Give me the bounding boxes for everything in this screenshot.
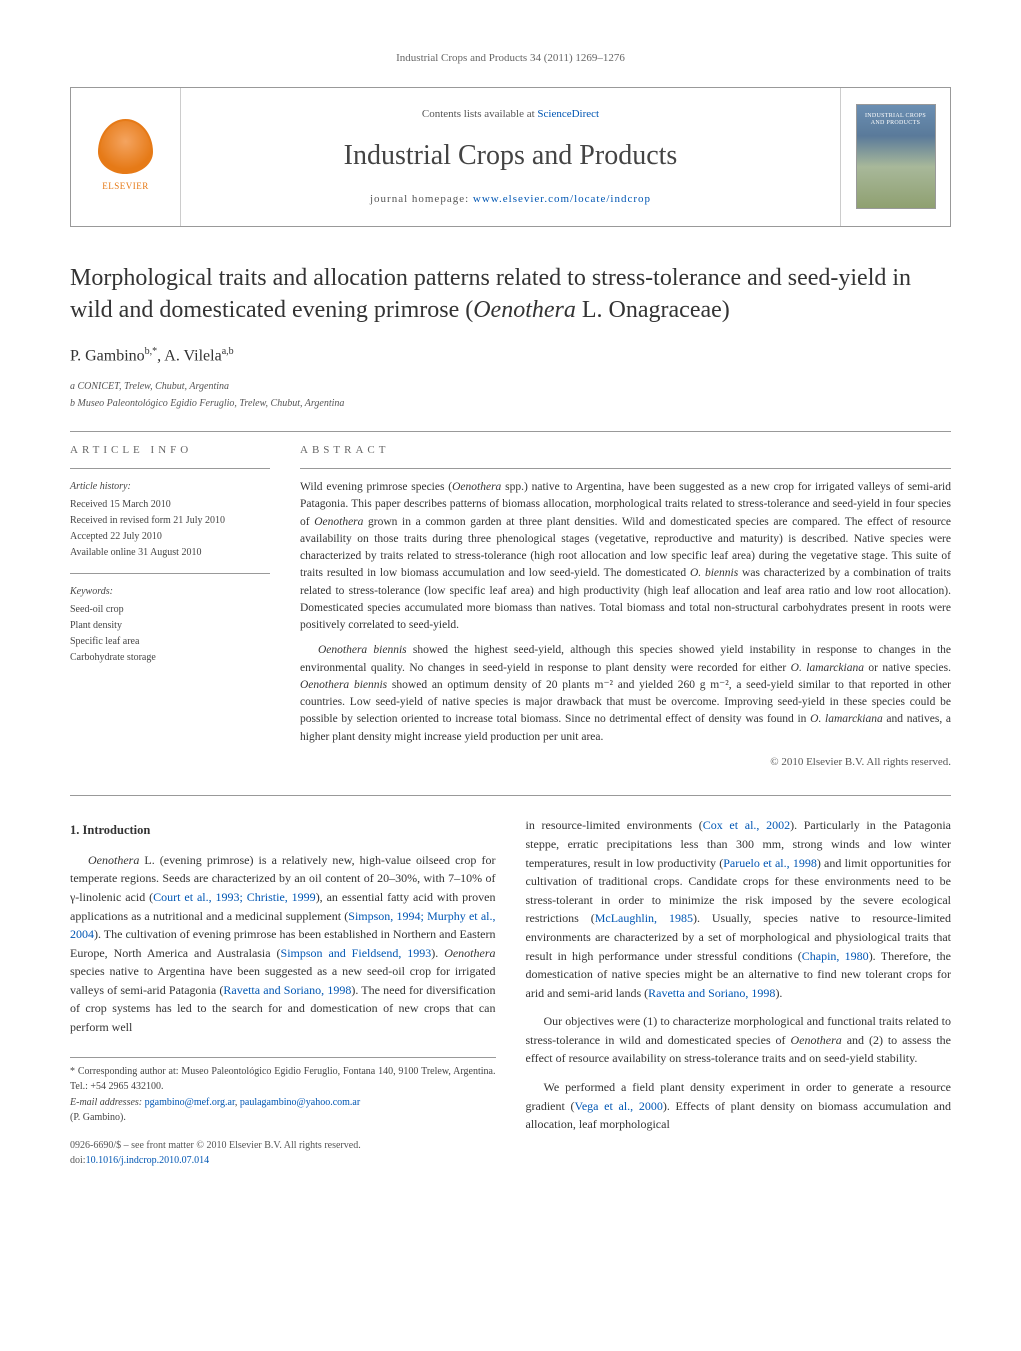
abstract: abstract Wild evening primrose species (… bbox=[300, 442, 951, 771]
author-1-sup: b,* bbox=[145, 346, 158, 357]
intro-p1-cont: in resource-limited environments (Cox et… bbox=[526, 816, 952, 1002]
affiliation-b: b Museo Paleontológico Egidio Feruglio, … bbox=[70, 396, 951, 411]
email-attribution: (P. Gambino). bbox=[70, 1110, 496, 1126]
doi-link[interactable]: 10.1016/j.indcrop.2010.07.014 bbox=[86, 1155, 210, 1166]
footnotes: * Corresponding author at: Museo Paleont… bbox=[70, 1057, 496, 1126]
keyword-4: Carbohydrate storage bbox=[70, 650, 270, 666]
corresponding-author: * Corresponding author at: Museo Paleont… bbox=[70, 1064, 496, 1095]
email-2[interactable]: paulagambino@yahoo.com.ar bbox=[240, 1097, 360, 1108]
abstract-p1: Wild evening primrose species (Oenothera… bbox=[300, 479, 951, 634]
info-rule-2 bbox=[70, 573, 270, 574]
abs-p2-b: or native species. bbox=[864, 662, 951, 674]
article-title: Morphological traits and allocation patt… bbox=[70, 262, 951, 327]
affiliations: a CONICET, Trelew, Chubut, Argentina b M… bbox=[70, 379, 951, 411]
title-genus: Oenothera bbox=[473, 297, 576, 323]
publisher-logo-box: ELSEVIER bbox=[71, 88, 181, 226]
section-1-heading: 1. Introduction bbox=[70, 821, 496, 840]
title-post: L. Onagraceae) bbox=[576, 297, 730, 323]
column-left: 1. Introduction Oenothera L. (evening pr… bbox=[70, 816, 496, 1168]
publisher-name: ELSEVIER bbox=[102, 180, 149, 194]
email-line: E-mail addresses: pgambino@mef.org.ar, p… bbox=[70, 1095, 496, 1111]
info-rule-1 bbox=[70, 468, 270, 469]
abstract-rule bbox=[300, 468, 951, 469]
cover-title-line1: INDUSTRIAL CROPS bbox=[865, 113, 926, 120]
intro-p2: Our objectives were (1) to characterize … bbox=[526, 1012, 952, 1068]
keywords-label: Keywords: bbox=[70, 584, 270, 600]
cite-cox[interactable]: Cox et al., 2002 bbox=[703, 818, 790, 832]
intro-em1: Oenothera bbox=[88, 853, 139, 867]
article-history: Article history: Received 15 March 2010 … bbox=[70, 479, 270, 561]
keyword-2: Plant density bbox=[70, 618, 270, 634]
info-abstract-row: article info Article history: Received 1… bbox=[70, 442, 951, 771]
keyword-1: Seed-oil crop bbox=[70, 602, 270, 618]
c2p2-em1: Oenothera bbox=[790, 1033, 841, 1047]
cite-court-christie[interactable]: Court et al., 1993; Christie, 1999 bbox=[153, 890, 316, 904]
doi-label: doi: bbox=[70, 1155, 86, 1166]
journal-cover-icon: INDUSTRIAL CROPS AND PRODUCTS bbox=[856, 104, 936, 209]
page-footer: 0926-6690/$ – see front matter © 2010 El… bbox=[70, 1138, 496, 1169]
homepage-prefix: journal homepage: bbox=[370, 193, 473, 205]
history-received: Received 15 March 2010 bbox=[70, 497, 270, 513]
history-label: Article history: bbox=[70, 479, 270, 495]
intro-d: ). bbox=[431, 946, 444, 960]
abs-p2-em4: O. lamarckiana bbox=[810, 713, 883, 725]
elsevier-tree-icon bbox=[98, 119, 153, 174]
journal-cover-box: INDUSTRIAL CROPS AND PRODUCTS bbox=[840, 88, 950, 226]
abstract-p2: Oenothera biennis showed the highest see… bbox=[300, 642, 951, 746]
abstract-heading: abstract bbox=[300, 442, 951, 459]
abs-p1-em1: Oenothera bbox=[452, 481, 501, 493]
abs-p2-em1: Oenothera biennis bbox=[318, 644, 407, 656]
keyword-3: Specific leaf area bbox=[70, 634, 270, 650]
abs-p1-em3: O. biennis bbox=[690, 567, 738, 579]
abs-p1-em2: Oenothera bbox=[314, 516, 363, 528]
sciencedirect-link[interactable]: ScienceDirect bbox=[537, 108, 599, 120]
abs-p2-em3: Oenothera biennis bbox=[300, 679, 387, 691]
cite-chapin[interactable]: Chapin, 1980 bbox=[802, 949, 869, 963]
masthead-center: Contents lists available at ScienceDirec… bbox=[181, 88, 840, 226]
journal-title: Industrial Crops and Products bbox=[344, 135, 678, 177]
history-online: Available online 31 August 2010 bbox=[70, 545, 270, 561]
c2p1-f: ). bbox=[775, 986, 782, 1000]
contents-available-line: Contents lists available at ScienceDirec… bbox=[422, 106, 599, 123]
email-1[interactable]: pgambino@mef.org.ar bbox=[145, 1097, 235, 1108]
rule-top bbox=[70, 431, 951, 432]
cite-mclaughlin[interactable]: McLaughlin, 1985 bbox=[595, 911, 693, 925]
abs-p2-em2: O. lamarckiana bbox=[791, 662, 864, 674]
abstract-copyright: © 2010 Elsevier B.V. All rights reserved… bbox=[300, 754, 951, 771]
homepage-line: journal homepage: www.elsevier.com/locat… bbox=[370, 191, 651, 208]
contents-prefix: Contents lists available at bbox=[422, 108, 537, 120]
column-right: in resource-limited environments (Cox et… bbox=[526, 816, 952, 1168]
affiliation-a: a CONICET, Trelew, Chubut, Argentina bbox=[70, 379, 951, 394]
intro-p3: We performed a field plant density exper… bbox=[526, 1078, 952, 1134]
cite-simpson-fieldsend[interactable]: Simpson and Fieldsend, 1993 bbox=[281, 946, 432, 960]
homepage-link[interactable]: www.elsevier.com/locate/indcrop bbox=[473, 193, 651, 205]
masthead: ELSEVIER Contents lists available at Sci… bbox=[70, 87, 951, 227]
rule-bottom bbox=[70, 795, 951, 796]
cite-ravetta-soriano-1[interactable]: Ravetta and Soriano, 1998 bbox=[223, 983, 351, 997]
body-columns: 1. Introduction Oenothera L. (evening pr… bbox=[70, 816, 951, 1168]
doi-line: doi:10.1016/j.indcrop.2010.07.014 bbox=[70, 1153, 496, 1169]
c2p1-a: in resource-limited environments ( bbox=[526, 818, 703, 832]
elsevier-logo: ELSEVIER bbox=[91, 112, 161, 202]
cite-vega[interactable]: Vega et al., 2000 bbox=[575, 1099, 663, 1113]
authors: P. Gambinob,*, A. Vilelaa,b bbox=[70, 344, 951, 368]
article-info-heading: article info bbox=[70, 442, 270, 459]
issn-line: 0926-6690/$ – see front matter © 2010 El… bbox=[70, 1138, 496, 1154]
author-2-sup: a,b bbox=[222, 346, 234, 357]
author-2: , A. Vilela bbox=[157, 348, 222, 365]
running-head: Industrial Crops and Products 34 (2011) … bbox=[70, 50, 951, 67]
cite-ravetta-soriano-2[interactable]: Ravetta and Soriano, 1998 bbox=[648, 986, 775, 1000]
email-label: E-mail addresses: bbox=[70, 1097, 145, 1108]
history-accepted: Accepted 22 July 2010 bbox=[70, 529, 270, 545]
abs-p1-a: Wild evening primrose species ( bbox=[300, 481, 452, 493]
cover-title-line2: AND PRODUCTS bbox=[871, 120, 920, 127]
history-revised: Received in revised form 21 July 2010 bbox=[70, 513, 270, 529]
intro-p1: Oenothera L. (evening primrose) is a rel… bbox=[70, 851, 496, 1037]
intro-em2: Oenothera bbox=[444, 946, 495, 960]
keywords: Keywords: Seed-oil crop Plant density Sp… bbox=[70, 584, 270, 666]
cite-paruelo[interactable]: Paruelo et al., 1998 bbox=[723, 856, 817, 870]
article-info: article info Article history: Received 1… bbox=[70, 442, 270, 771]
author-1: P. Gambino bbox=[70, 348, 145, 365]
